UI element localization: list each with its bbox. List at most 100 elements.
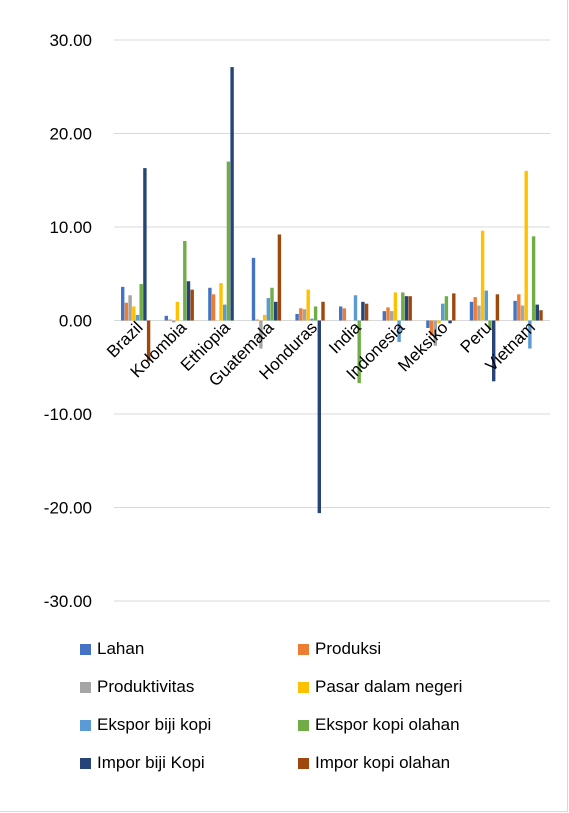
legend-item: Pasar dalam negeri bbox=[298, 676, 538, 698]
bar bbox=[477, 305, 481, 321]
bar bbox=[357, 320, 361, 384]
y-tick-label: -30.00 bbox=[44, 592, 92, 611]
y-tick-label: 0.00 bbox=[59, 312, 92, 331]
bar bbox=[353, 295, 358, 321]
bar bbox=[226, 161, 231, 321]
legend-swatch bbox=[80, 681, 91, 693]
bar bbox=[342, 308, 347, 321]
chart-legend: Lahan Produksi Produktivitas Pasar dalam ne… bbox=[80, 638, 550, 774]
y-tick-label: -20.00 bbox=[44, 499, 92, 518]
bar bbox=[310, 318, 314, 321]
bar bbox=[404, 296, 409, 321]
bar bbox=[211, 294, 216, 321]
bar bbox=[495, 294, 500, 321]
legend-label: Produktivitas bbox=[97, 677, 195, 696]
bar bbox=[121, 286, 125, 321]
bar bbox=[433, 320, 437, 346]
y-tick-label: -10.00 bbox=[44, 405, 92, 424]
bar bbox=[492, 320, 496, 382]
legend-swatch bbox=[298, 719, 309, 731]
bar bbox=[175, 301, 180, 321]
bar bbox=[274, 301, 278, 321]
bar bbox=[270, 287, 274, 321]
bar bbox=[302, 309, 307, 321]
bar bbox=[361, 301, 365, 321]
bar bbox=[444, 296, 449, 321]
legend-swatch bbox=[80, 643, 91, 655]
bar bbox=[401, 292, 405, 321]
legend-item: Ekspor biji kopi bbox=[80, 714, 298, 736]
bar bbox=[306, 289, 310, 321]
y-tick-label: 20.00 bbox=[49, 125, 92, 144]
bar bbox=[219, 283, 223, 321]
bar bbox=[168, 319, 172, 321]
bar bbox=[473, 297, 477, 321]
bar bbox=[317, 320, 321, 514]
legend-label: Lahan bbox=[97, 639, 145, 658]
legend-swatch bbox=[298, 681, 309, 693]
legend-label: Pasar dalam negeri bbox=[315, 677, 463, 696]
legend-label: Produksi bbox=[315, 639, 382, 658]
legend-swatch bbox=[298, 757, 309, 769]
legend-item: Lahan bbox=[80, 638, 298, 660]
bar bbox=[513, 300, 517, 321]
bar bbox=[143, 168, 147, 321]
bar bbox=[488, 320, 492, 329]
y-tick-label: 10.00 bbox=[49, 218, 92, 237]
bar bbox=[172, 320, 176, 323]
bar bbox=[183, 241, 187, 321]
bar bbox=[437, 320, 441, 324]
bar bbox=[364, 303, 369, 321]
legend-item: Produksi bbox=[298, 638, 538, 660]
bar bbox=[295, 313, 299, 321]
bar bbox=[480, 230, 485, 321]
bar bbox=[262, 314, 267, 321]
bar bbox=[524, 170, 528, 321]
bar bbox=[313, 306, 318, 321]
bar bbox=[408, 296, 412, 321]
legend-swatch bbox=[80, 719, 91, 731]
bar bbox=[539, 310, 543, 321]
bar bbox=[426, 320, 430, 328]
bar bbox=[251, 257, 256, 321]
bar bbox=[469, 301, 474, 321]
legend-item: Produktivitas bbox=[80, 676, 298, 698]
bar bbox=[139, 284, 143, 321]
bar bbox=[517, 294, 521, 321]
legend-item: Impor biji Kopi bbox=[80, 752, 298, 774]
bar bbox=[186, 281, 191, 321]
bar bbox=[429, 320, 434, 336]
bar bbox=[321, 301, 325, 321]
bar bbox=[132, 306, 136, 321]
bar bbox=[128, 295, 132, 321]
bar bbox=[484, 290, 488, 321]
bar bbox=[208, 287, 212, 321]
legend-label: Impor kopi olahan bbox=[315, 753, 451, 772]
bar bbox=[397, 320, 401, 343]
legend-swatch bbox=[80, 757, 91, 769]
bar bbox=[535, 304, 539, 321]
bar bbox=[339, 306, 343, 321]
legend-swatch bbox=[298, 643, 309, 655]
bar bbox=[277, 234, 282, 321]
legend-label: Ekspor biji kopi bbox=[97, 715, 212, 734]
bar bbox=[441, 303, 445, 321]
bar bbox=[255, 319, 259, 321]
legend-label: Ekspor kopi olahan bbox=[315, 715, 460, 734]
bar bbox=[230, 67, 234, 321]
bar bbox=[190, 289, 194, 321]
bar bbox=[520, 305, 525, 321]
bar bbox=[259, 320, 263, 349]
bar bbox=[452, 293, 456, 321]
bar bbox=[299, 308, 303, 321]
bar bbox=[135, 314, 140, 321]
bar bbox=[390, 311, 394, 321]
legend-item: Impor kopi olahan bbox=[298, 752, 538, 774]
bar bbox=[528, 320, 532, 349]
legend-label: Impor biji Kopi bbox=[97, 753, 205, 772]
bar bbox=[223, 304, 227, 321]
bar bbox=[266, 298, 270, 321]
bar bbox=[531, 236, 536, 321]
legend-item: Ekspor kopi olahan bbox=[298, 714, 538, 736]
